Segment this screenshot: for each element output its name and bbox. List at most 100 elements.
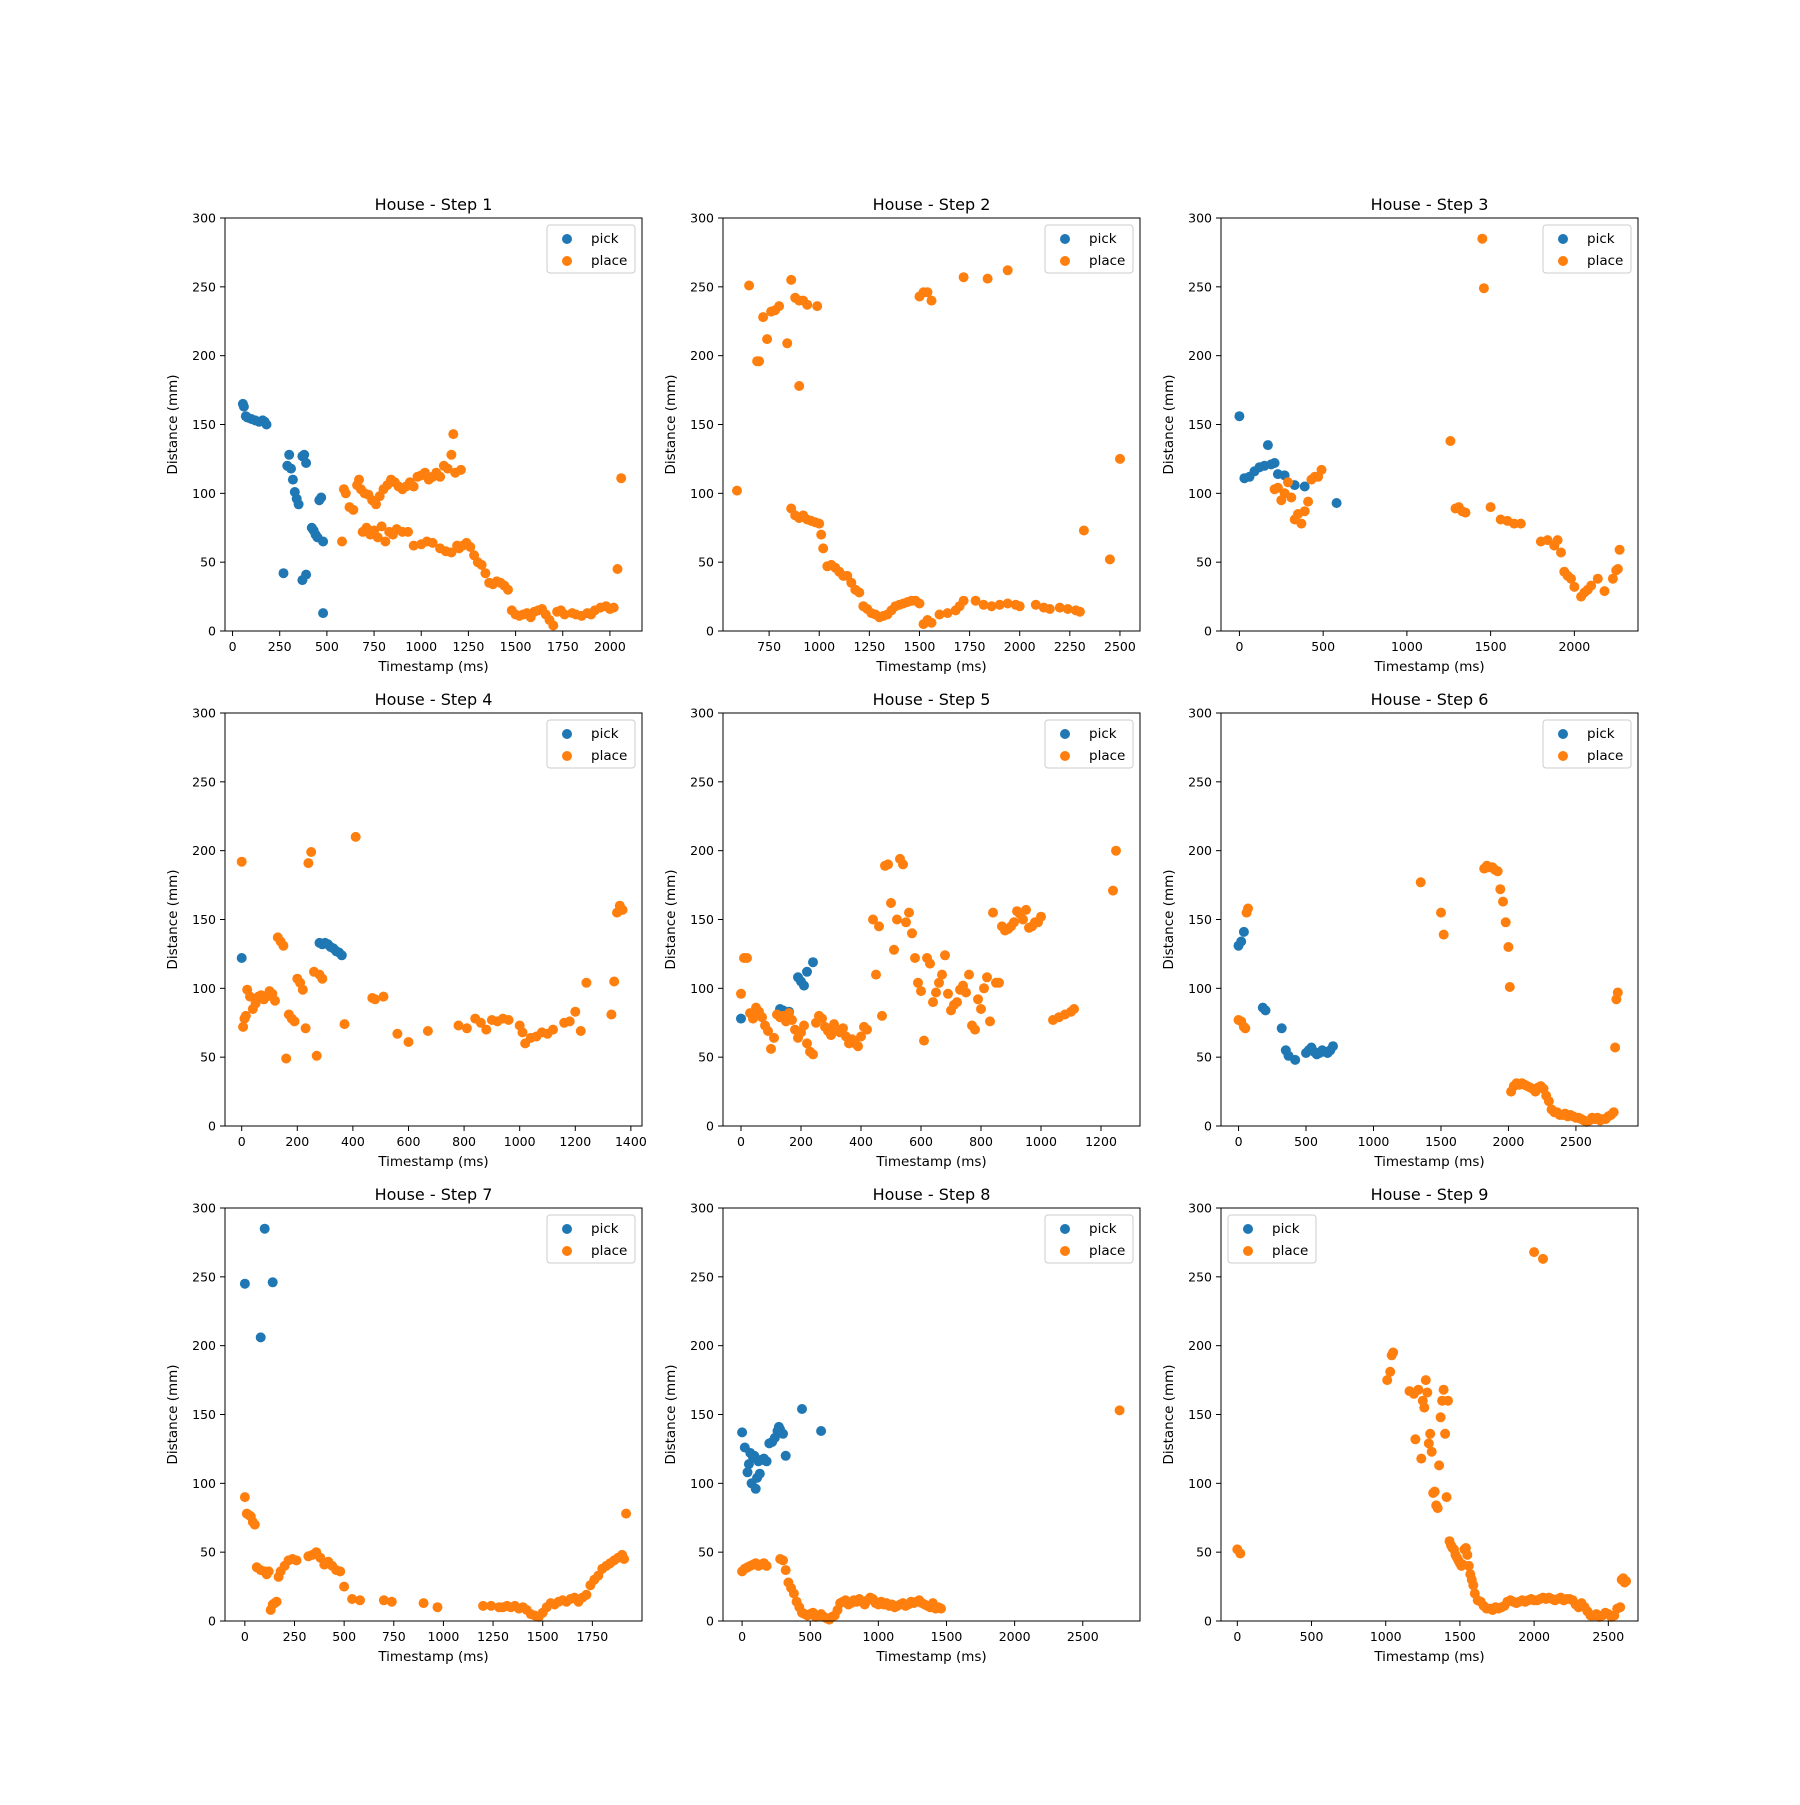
x-tick-label: 1500 bbox=[500, 639, 532, 654]
x-tick-label: 1750 bbox=[576, 1629, 608, 1644]
y-tick-label: 300 bbox=[690, 706, 714, 721]
place-point bbox=[371, 499, 381, 510]
y-tick-label: 100 bbox=[192, 486, 216, 501]
y-tick-label: 50 bbox=[200, 1545, 216, 1560]
pick-point bbox=[239, 1278, 250, 1289]
y-tick-label: 250 bbox=[1188, 279, 1212, 294]
x-tick-label: 2500 bbox=[1067, 1629, 1099, 1644]
place-point bbox=[1115, 453, 1125, 464]
place-point bbox=[762, 334, 773, 345]
place-point bbox=[355, 1595, 365, 1606]
place-point bbox=[311, 1050, 322, 1061]
place-point bbox=[818, 543, 829, 554]
place-point bbox=[802, 1038, 812, 1049]
y-tick-label: 200 bbox=[1188, 1338, 1212, 1353]
legend-label-place: place bbox=[1587, 253, 1623, 269]
place-point bbox=[919, 1035, 929, 1046]
x-axis-label: Timestamp (ms) bbox=[377, 1154, 488, 1170]
place-point bbox=[1438, 929, 1449, 940]
y-tick-label: 150 bbox=[690, 912, 714, 927]
place-point bbox=[564, 1016, 575, 1027]
x-tick-label: 1500 bbox=[1444, 1629, 1476, 1644]
place-point bbox=[757, 1012, 767, 1023]
pick-point bbox=[318, 608, 329, 619]
x-tick-label: 0 bbox=[1233, 1629, 1241, 1644]
place-point bbox=[889, 944, 899, 955]
subplot-title: House - Step 8 bbox=[873, 1185, 991, 1204]
x-tick-label: 1500 bbox=[527, 1629, 559, 1644]
place-point bbox=[774, 301, 785, 312]
place-point bbox=[378, 1595, 389, 1606]
place-point bbox=[1462, 1549, 1473, 1560]
place-point bbox=[1243, 903, 1253, 914]
place-point bbox=[281, 1053, 292, 1064]
y-tick-label: 200 bbox=[690, 1338, 714, 1353]
legend-marker-place bbox=[1060, 1246, 1070, 1256]
y-tick-label: 0 bbox=[706, 624, 714, 639]
x-tick-label: 1500 bbox=[904, 639, 936, 654]
pick-point bbox=[750, 1483, 761, 1494]
subplot-title: House - Step 6 bbox=[1371, 690, 1489, 709]
x-tick-label: 200 bbox=[789, 1134, 813, 1149]
place-point bbox=[877, 1010, 887, 1021]
y-tick-label: 0 bbox=[208, 624, 216, 639]
place-point bbox=[1543, 1096, 1554, 1107]
place-point bbox=[808, 1049, 818, 1060]
subplot-title: House - Step 9 bbox=[1371, 1185, 1489, 1204]
pick-point bbox=[797, 1404, 807, 1414]
y-tick-label: 50 bbox=[1196, 555, 1212, 570]
y-tick-label: 150 bbox=[1188, 912, 1212, 927]
x-tick-label: 0 bbox=[1235, 639, 1243, 654]
place-point bbox=[1240, 1023, 1251, 1034]
y-tick-label: 50 bbox=[1196, 1545, 1212, 1560]
x-tick-label: 800 bbox=[452, 1134, 476, 1149]
y-tick-label: 150 bbox=[1188, 417, 1212, 432]
place-point bbox=[1445, 436, 1456, 446]
place-point bbox=[1415, 877, 1426, 888]
place-point bbox=[940, 950, 950, 961]
place-point bbox=[1556, 547, 1566, 558]
pick-point bbox=[261, 419, 272, 430]
series-pick bbox=[237, 398, 329, 619]
place-point bbox=[335, 1566, 346, 1577]
place-point bbox=[348, 504, 359, 515]
x-tick-label: 2000 bbox=[1004, 639, 1036, 654]
place-point bbox=[758, 312, 769, 323]
subplot-title: House - Step 1 bbox=[375, 195, 493, 214]
place-point bbox=[1621, 1576, 1632, 1587]
place-point bbox=[240, 1010, 251, 1021]
place-point bbox=[1599, 586, 1610, 597]
pick-point bbox=[808, 957, 818, 968]
x-tick-label: 600 bbox=[909, 1134, 933, 1149]
y-axis-label: Distance (mm) bbox=[1161, 1364, 1177, 1464]
axes-frame bbox=[722, 712, 1141, 1127]
x-tick-label: 1400 bbox=[615, 1134, 647, 1149]
x-tick-label: 750 bbox=[757, 639, 781, 654]
place-point bbox=[1492, 866, 1503, 877]
subplot-6: House - Step 6 0 500 1000 1500 2000 2500 0 50 100… bbox=[1161, 690, 1639, 1170]
place-point bbox=[570, 1006, 581, 1017]
place-point bbox=[612, 564, 623, 574]
y-tick-label: 0 bbox=[1204, 1614, 1212, 1629]
place-point bbox=[943, 988, 953, 999]
x-tick-label: 1500 bbox=[931, 1629, 963, 1644]
y-axis-label: Distance (mm) bbox=[1161, 374, 1177, 474]
pick-point bbox=[737, 1427, 748, 1438]
place-point bbox=[291, 1555, 302, 1566]
place-point bbox=[926, 617, 937, 628]
legend-label-place: place bbox=[1272, 1243, 1308, 1259]
y-tick-label: 100 bbox=[192, 1476, 216, 1491]
place-point bbox=[1440, 1428, 1451, 1439]
place-point bbox=[1410, 1434, 1421, 1445]
place-point bbox=[1030, 599, 1041, 610]
y-axis-label: Distance (mm) bbox=[663, 374, 679, 474]
series-place bbox=[736, 845, 1121, 1060]
subplot-title: House - Step 7 bbox=[375, 1185, 493, 1204]
place-point bbox=[455, 464, 466, 475]
series-place bbox=[236, 831, 628, 1064]
place-point bbox=[988, 907, 998, 918]
place-point bbox=[271, 1596, 282, 1607]
y-tick-label: 300 bbox=[690, 1201, 714, 1216]
place-point bbox=[782, 338, 793, 349]
x-tick-label: 2500 bbox=[1592, 1629, 1624, 1644]
